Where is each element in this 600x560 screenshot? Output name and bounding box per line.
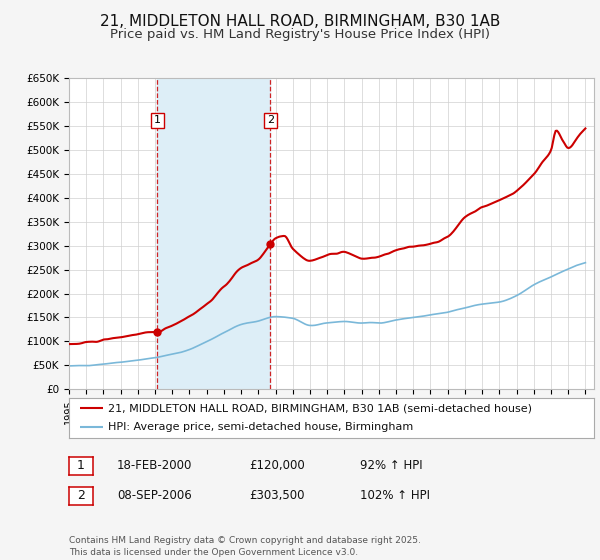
Text: 21, MIDDLETON HALL ROAD, BIRMINGHAM, B30 1AB: 21, MIDDLETON HALL ROAD, BIRMINGHAM, B30… — [100, 14, 500, 29]
Text: 08-SEP-2006: 08-SEP-2006 — [117, 489, 192, 502]
Text: 92% ↑ HPI: 92% ↑ HPI — [360, 459, 422, 473]
Text: 2: 2 — [266, 115, 274, 125]
Text: £120,000: £120,000 — [249, 459, 305, 473]
Text: 102% ↑ HPI: 102% ↑ HPI — [360, 489, 430, 502]
Text: £303,500: £303,500 — [249, 489, 305, 502]
Text: Price paid vs. HM Land Registry's House Price Index (HPI): Price paid vs. HM Land Registry's House … — [110, 28, 490, 41]
Text: Contains HM Land Registry data © Crown copyright and database right 2025.
This d: Contains HM Land Registry data © Crown c… — [69, 536, 421, 557]
Text: HPI: Average price, semi-detached house, Birmingham: HPI: Average price, semi-detached house,… — [109, 422, 413, 432]
Text: 21, MIDDLETON HALL ROAD, BIRMINGHAM, B30 1AB (semi-detached house): 21, MIDDLETON HALL ROAD, BIRMINGHAM, B30… — [109, 404, 532, 413]
Bar — [157, 78, 270, 389]
Text: 1: 1 — [77, 459, 85, 473]
Text: 1: 1 — [154, 115, 161, 125]
Text: 18-FEB-2000: 18-FEB-2000 — [117, 459, 193, 473]
Text: 2: 2 — [77, 489, 85, 502]
